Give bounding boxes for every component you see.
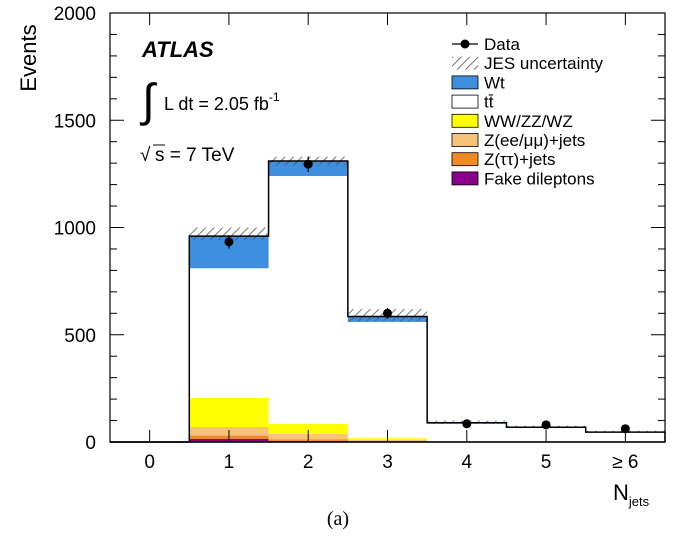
legend-label-1: JES uncertainty	[484, 54, 604, 73]
x-tick-label-1: 1	[224, 452, 235, 473]
legend-label-5: Z(ee/μμ)+jets	[484, 131, 585, 150]
legend-swatch-2	[451, 75, 479, 90]
y-tick-labels: 0 500 1000 1500 2000	[54, 4, 96, 454]
axis-ticks	[110, 12, 665, 443]
x-tick-label-4: 4	[461, 452, 472, 473]
bar-series4-bin1	[189, 268, 269, 399]
figure-caption: (a)	[326, 508, 350, 530]
integral-sign: ∫	[139, 74, 157, 126]
luminosity-exponent: -1	[269, 90, 280, 104]
x-tick-label-2: 2	[303, 452, 314, 473]
legend-swatch-6	[451, 152, 479, 167]
legend-label-3: tt̄	[484, 93, 494, 112]
x-axis-title-sub: jets	[628, 494, 650, 509]
data-point-bin1	[224, 237, 234, 247]
y-tick-label-2: 1000	[54, 219, 96, 240]
legend-jes-swatch	[452, 56, 478, 70]
bar-series4-bin2	[268, 176, 348, 424]
data-point-bin6	[620, 424, 630, 434]
x-tick-labels: 0 1 2 3 4 5 ≥ 6	[144, 452, 638, 473]
legend-swatch-4	[451, 113, 479, 128]
x-tick-label-6: ≥ 6	[612, 452, 638, 473]
legend-label-0: Data	[484, 35, 520, 54]
legend-swatch-3	[451, 94, 479, 109]
y-tick-label-0: 0	[85, 433, 96, 454]
data-point-bin5	[541, 420, 551, 430]
luminosity-label: L dt = 2.05 fb-1	[164, 90, 280, 114]
data-points-layer	[224, 156, 630, 434]
x-tick-label-5: 5	[541, 452, 552, 473]
x-axis-title: Njets	[613, 480, 650, 509]
bar-series3-bin1	[189, 398, 269, 427]
luminosity-text: L dt = 2.05 fb	[164, 94, 269, 114]
atlas-label: ATLAS	[141, 37, 214, 62]
jes-band-bin1	[189, 227, 269, 241]
x-tick-label-3: 3	[382, 452, 393, 473]
legend-label-4: WW/ZZ/WZ	[484, 112, 573, 131]
y-tick-label-1: 500	[64, 326, 96, 347]
y-tick-label-3: 1500	[54, 111, 96, 132]
legend-label-7: Fake dileptons	[484, 169, 595, 188]
data-point-bin4	[462, 419, 472, 429]
x-tick-label-0: 0	[144, 452, 155, 473]
legend-swatch-7	[451, 171, 479, 186]
bar-series3-bin2	[268, 423, 348, 435]
bar-series4-bin3	[347, 321, 428, 439]
data-point-bin2	[303, 159, 313, 169]
y-axis-title: Events	[16, 24, 41, 91]
energy-label: s = 7 TeV	[155, 145, 235, 166]
data-point-bin3	[383, 308, 392, 318]
legend-label-2: Wt	[484, 73, 505, 92]
y-tick-label-4: 2000	[54, 4, 96, 25]
legend-label-6: Z(ττ)+jets	[484, 150, 556, 169]
sqrt-sign: √	[140, 145, 151, 166]
bars-layer	[189, 161, 665, 442]
legend-swatch-5	[451, 133, 479, 147]
x-axis-title-main: N	[613, 480, 629, 505]
mc-total-step	[110, 160, 666, 443]
legend-data-marker	[460, 39, 470, 49]
